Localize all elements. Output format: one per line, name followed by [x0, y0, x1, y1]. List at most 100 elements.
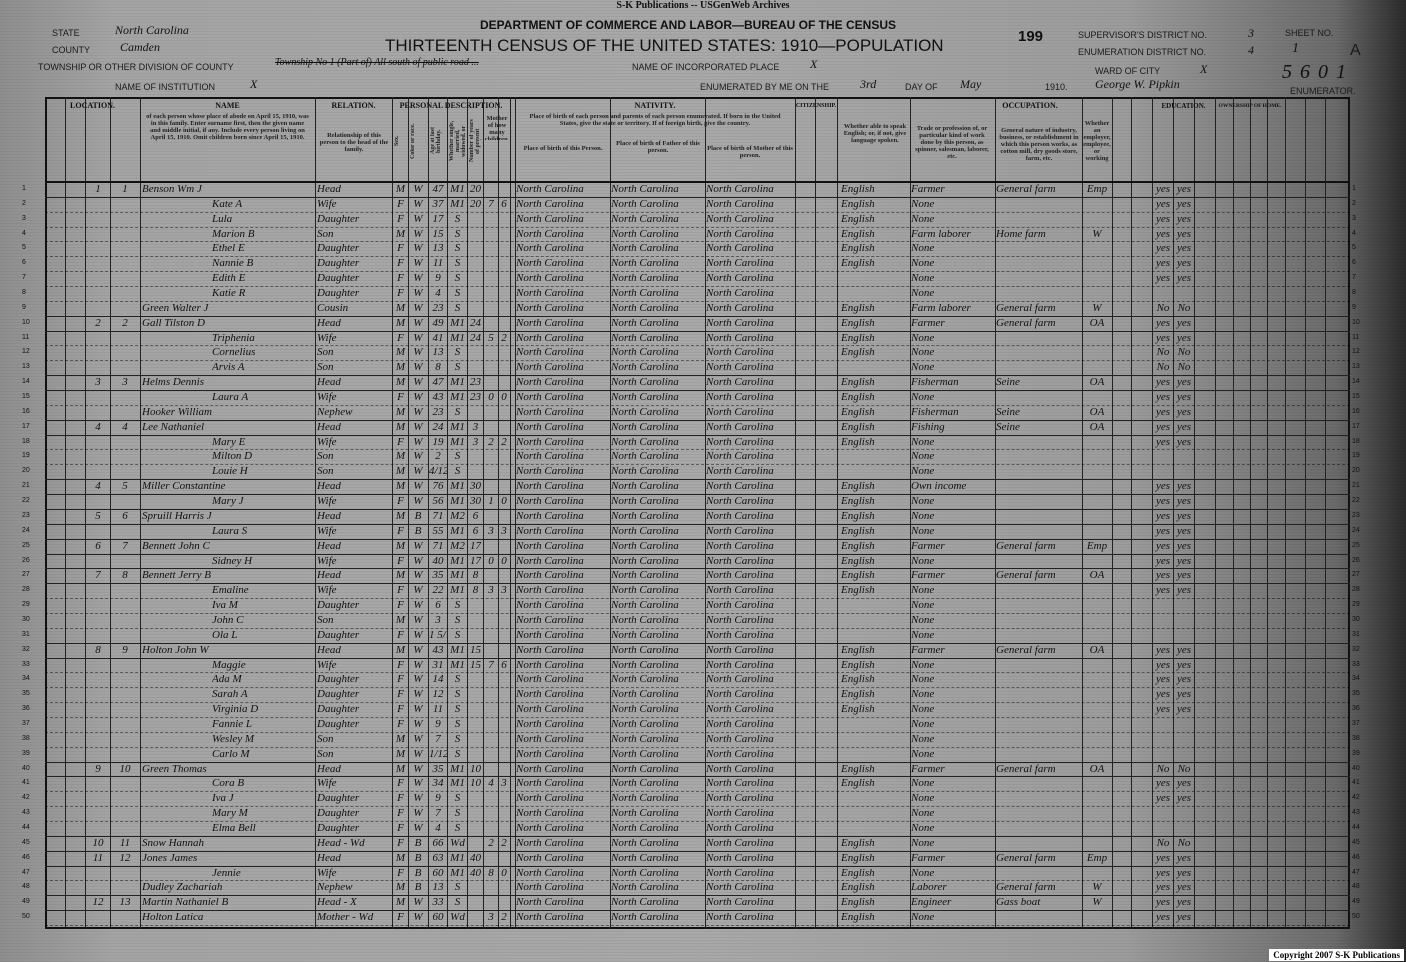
- cell-relation: Wife: [317, 658, 337, 671]
- line-number-right: 43: [1352, 809, 1360, 817]
- line-number-right: 39: [1352, 749, 1360, 757]
- cell-write: yes: [1176, 509, 1192, 522]
- cell-bpf: North Carolina: [611, 762, 679, 775]
- cell-marital: S: [454, 227, 461, 240]
- cell-age: 71: [432, 539, 444, 552]
- cell-ind: General farm: [996, 183, 1056, 195]
- cell-bpf: North Carolina: [611, 658, 679, 671]
- cell-age: 40: [432, 554, 444, 567]
- row-rule: [45, 449, 1350, 451]
- group-location: LOCATION.: [70, 101, 115, 110]
- row-rule: [45, 687, 1350, 689]
- cell-name: Jennie: [212, 866, 241, 879]
- cell-marital: M1: [450, 480, 465, 493]
- cell-bpf: North Carolina: [611, 272, 679, 285]
- line-number-left: 13: [22, 363, 30, 371]
- cell-color: W: [413, 643, 423, 656]
- cell-bpf: North Carolina: [611, 613, 679, 626]
- cell-occ: Farmer: [911, 569, 945, 582]
- cell-marital: Wd: [450, 836, 465, 849]
- cell-years: 3: [472, 420, 479, 433]
- cell-age: 47: [432, 376, 444, 389]
- cell-occ: Farmer: [911, 762, 945, 775]
- cell-occ: None: [911, 747, 935, 760]
- line-number-left: 20: [22, 467, 30, 475]
- cell-relation: Daughter: [317, 807, 360, 820]
- cell-read: No: [1156, 361, 1170, 374]
- cell-age: 1 5/12: [429, 628, 447, 641]
- row-rule: [45, 300, 1350, 302]
- cell-color: W: [413, 792, 423, 805]
- row-rule: [45, 330, 1350, 332]
- cell-read: yes: [1155, 509, 1171, 522]
- cell-bpf: North Carolina: [611, 643, 679, 656]
- cell-sex: F: [397, 435, 404, 448]
- cell-dwelling: 8: [95, 643, 101, 656]
- cell-sex: M: [395, 896, 406, 909]
- cell-name: Hooker William: [142, 405, 212, 418]
- cell-relation: Head: [317, 509, 341, 522]
- incorporated-place-label: Name of incorporated place: [632, 62, 780, 72]
- cell-born: 0: [488, 391, 494, 404]
- line-number-right: 49: [1352, 898, 1360, 906]
- cell-bpf: North Carolina: [611, 183, 679, 195]
- cell-sex: F: [397, 524, 404, 537]
- cell-occ: None: [911, 287, 935, 300]
- cell-dwelling: 5: [95, 509, 101, 522]
- line-number-right: 34: [1352, 675, 1360, 683]
- cell-bp: North Carolina: [516, 539, 584, 552]
- column-rule: [1305, 97, 1306, 929]
- cell-sex: F: [397, 197, 404, 210]
- line-number-left: 1: [22, 185, 26, 192]
- cell-relation: Head: [317, 762, 341, 775]
- industry-header: General nature of industry, business, or…: [999, 127, 1079, 162]
- cell-occ: None: [911, 212, 935, 225]
- cell-age: 22: [432, 584, 444, 597]
- line-number-right: 27: [1352, 571, 1360, 579]
- line-number-right: 45: [1352, 838, 1360, 846]
- cell-bpf: North Carolina: [611, 346, 679, 359]
- cell-write: yes: [1176, 851, 1192, 864]
- census-title: THIRTEENTH CENSUS OF THE UNITED STATES: …: [385, 36, 944, 55]
- cell-name: Lee Nathaniel: [142, 420, 205, 433]
- cell-years: 3: [472, 435, 479, 448]
- column-rule: [1215, 97, 1216, 929]
- cell-bp: North Carolina: [516, 316, 584, 329]
- cell-name: John C: [212, 613, 244, 626]
- supervisor-district-label: Supervisor's District No.: [1078, 30, 1207, 40]
- cell-age: 13: [432, 242, 444, 255]
- cell-relation: Daughter: [317, 287, 360, 300]
- cell-relation: Wife: [317, 554, 337, 567]
- line-number-right: 21: [1352, 482, 1360, 490]
- cell-bpf: North Carolina: [611, 495, 679, 508]
- cell-bpm: North Carolina: [706, 524, 774, 537]
- cell-read: yes: [1155, 539, 1171, 552]
- cell-marital: M1: [450, 777, 465, 790]
- cell-name: Holton Latica: [142, 911, 204, 924]
- cell-occ: Fisherman: [911, 376, 959, 389]
- cell-read: yes: [1155, 391, 1171, 404]
- cell-name: Triphenia: [212, 331, 255, 344]
- cell-bp: North Carolina: [516, 435, 584, 448]
- column-rule: [110, 97, 111, 929]
- cell-bpf: North Carolina: [611, 287, 679, 300]
- cell-cls: W: [1092, 227, 1102, 240]
- cell-write: yes: [1176, 658, 1192, 671]
- line-number-right: 25: [1352, 541, 1360, 549]
- cell-bpf: North Carolina: [611, 717, 679, 730]
- line-number-right: 14: [1352, 378, 1360, 386]
- cell-occ: None: [911, 866, 935, 879]
- cell-age: 49: [432, 316, 444, 329]
- cell-marital: S: [454, 361, 461, 374]
- marital-header: Whether single, married, widowed, or div…: [449, 120, 465, 162]
- cell-bp: North Carolina: [516, 450, 584, 463]
- cell-sex: M: [395, 301, 406, 314]
- row-rule: [45, 523, 1350, 525]
- cell-write: yes: [1176, 242, 1192, 255]
- cell-write: yes: [1176, 376, 1192, 389]
- cell-years: 6: [472, 509, 479, 522]
- cell-relation: Wife: [317, 866, 337, 879]
- column-rule: [610, 97, 611, 929]
- relation-instructions: Relationship of this person to the head …: [319, 132, 389, 153]
- cell-color: W: [413, 242, 423, 255]
